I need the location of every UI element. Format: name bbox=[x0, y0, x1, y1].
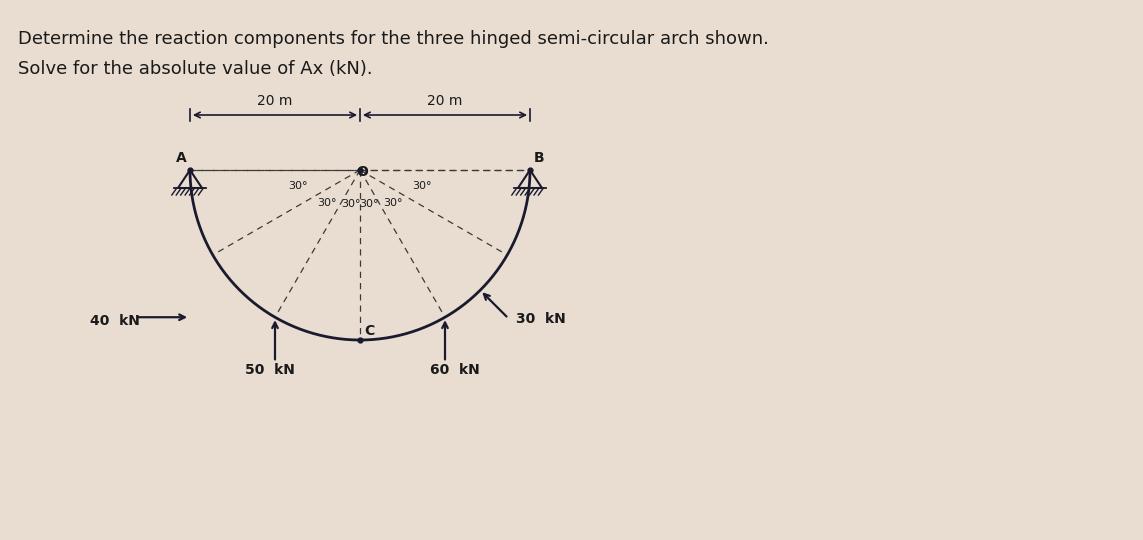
Text: 30°: 30° bbox=[318, 198, 337, 208]
Text: 30°: 30° bbox=[289, 181, 309, 192]
Text: B: B bbox=[534, 151, 544, 165]
Text: Solve for the absolute value of Ax (kN).: Solve for the absolute value of Ax (kN). bbox=[18, 60, 373, 78]
Text: Determine the reaction components for the three hinged semi-circular arch shown.: Determine the reaction components for th… bbox=[18, 30, 769, 48]
Text: 60  kN: 60 kN bbox=[430, 363, 480, 377]
Text: O: O bbox=[355, 165, 368, 179]
Text: 30°: 30° bbox=[411, 181, 431, 192]
Text: C: C bbox=[363, 324, 374, 338]
Text: 20 m: 20 m bbox=[427, 94, 463, 108]
Text: 40  kN: 40 kN bbox=[90, 314, 139, 328]
Text: A: A bbox=[176, 151, 186, 165]
Text: 30°: 30° bbox=[383, 198, 402, 208]
Text: 30  kN: 30 kN bbox=[517, 313, 566, 327]
Text: 50  kN: 50 kN bbox=[245, 363, 295, 377]
Text: 30°: 30° bbox=[360, 199, 379, 210]
Text: 20 m: 20 m bbox=[257, 94, 293, 108]
Text: 30°: 30° bbox=[341, 199, 360, 210]
